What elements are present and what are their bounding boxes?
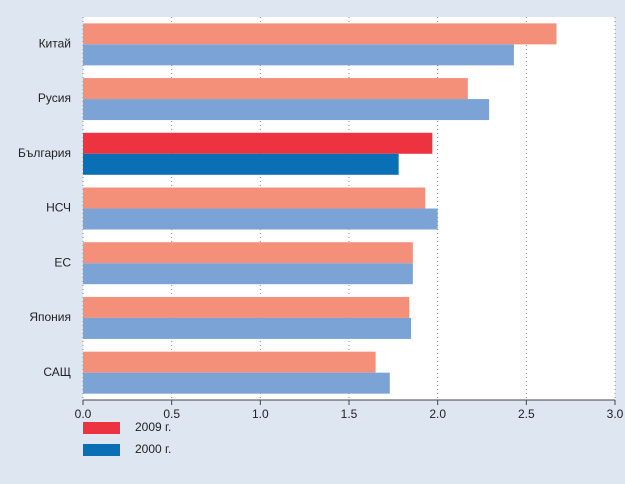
bar — [83, 23, 557, 45]
legend-label: 2009 г. — [135, 420, 171, 434]
x-tick-label: 3.0 — [607, 407, 624, 421]
bar — [83, 263, 413, 285]
legend-label: 2000 г. — [135, 442, 171, 456]
y-tick-label: Япония — [29, 310, 71, 324]
x-tick-label: 1.5 — [341, 407, 358, 421]
bar — [83, 44, 514, 66]
bar — [83, 187, 426, 209]
bar — [83, 372, 390, 394]
legend-swatch — [83, 444, 120, 456]
bar — [83, 153, 399, 175]
y-tick-label: НСЧ — [46, 201, 71, 215]
x-tick-label: 1.0 — [252, 407, 269, 421]
bar — [83, 99, 490, 121]
y-tick-label: България — [18, 146, 71, 160]
bar — [83, 78, 468, 100]
x-tick-label: 0.5 — [163, 407, 180, 421]
x-tick-label: 2.0 — [429, 407, 446, 421]
x-tick-label: 2.5 — [518, 407, 535, 421]
bar — [83, 208, 438, 230]
legend-swatch — [83, 422, 120, 434]
bar — [83, 351, 376, 373]
y-tick-label: САЩ — [43, 365, 71, 379]
y-tick-label: Китай — [39, 37, 71, 51]
y-tick-label: Русия — [38, 91, 71, 105]
x-tick-label: 0.0 — [75, 407, 92, 421]
bar — [83, 317, 412, 339]
bar — [83, 296, 410, 318]
y-tick-label: ЕС — [54, 255, 71, 269]
bar — [83, 242, 413, 264]
bar — [83, 132, 433, 154]
